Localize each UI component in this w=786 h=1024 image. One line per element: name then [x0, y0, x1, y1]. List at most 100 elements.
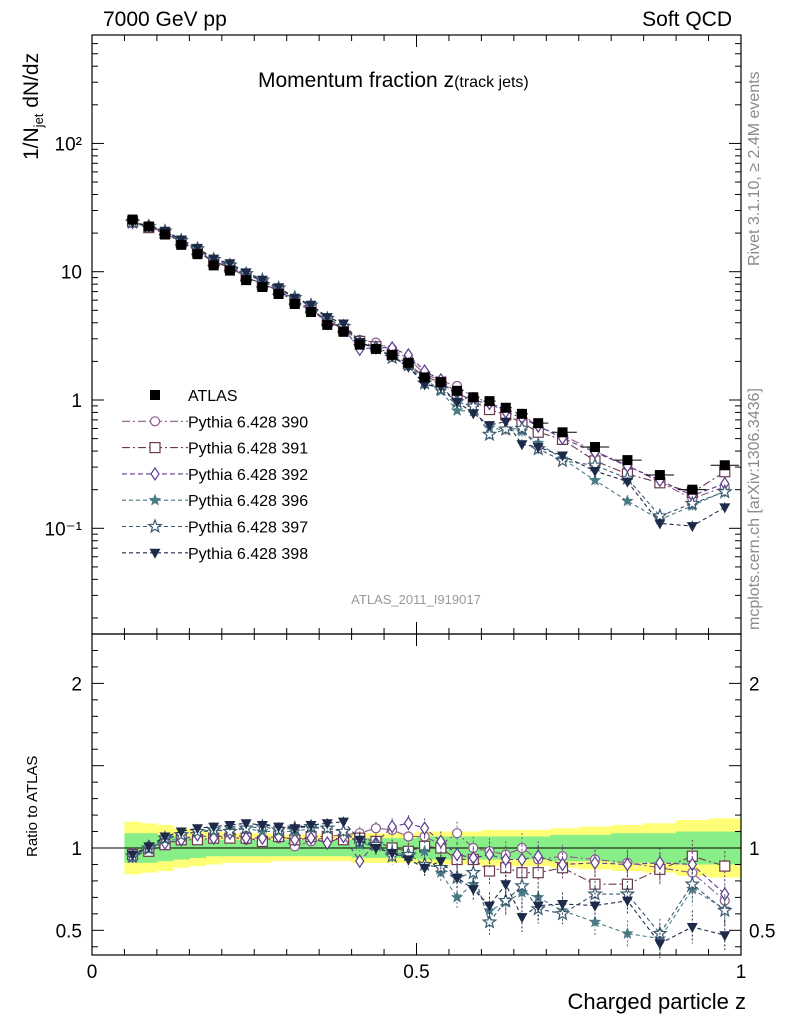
data-point [516, 408, 527, 419]
data-point [621, 494, 634, 507]
ratio-point [484, 847, 495, 862]
data-point [588, 473, 602, 486]
ratio-point [589, 901, 601, 912]
ratio-point [557, 899, 569, 910]
ratio-point [684, 875, 701, 891]
ratio-point [403, 831, 414, 842]
data-point [532, 443, 544, 454]
y-tick-label: 10² [55, 134, 82, 155]
main-frame [91, 34, 742, 635]
x-tick-label: 0.5 [403, 962, 429, 983]
data-point [686, 522, 698, 533]
data-point [160, 229, 171, 240]
ratio-point [533, 849, 543, 864]
data-point [533, 418, 544, 429]
ratio-point [273, 822, 285, 833]
ratio-point [468, 850, 479, 865]
ratio-point [436, 834, 446, 849]
data-point [450, 403, 464, 417]
ratio-point [588, 915, 602, 928]
data-point [289, 299, 300, 310]
data-point [289, 293, 301, 304]
data-point [419, 380, 431, 391]
legend-marker [149, 548, 161, 559]
data-point [621, 477, 633, 488]
chart-title: Momentum fraction z(track jets) [258, 69, 529, 92]
y-ticks: 10⁻¹ 1 10 10² [45, 34, 741, 619]
ratio-point [450, 890, 464, 903]
data-point [321, 313, 333, 324]
ratio-tick-label-left: 0.5 [56, 921, 82, 942]
legend-label: Pythia 6.428 391 [188, 441, 308, 458]
mcplots-label: mcplots.cern.ch [arXiv:1306.3436] [746, 388, 763, 630]
ratio-point [175, 827, 187, 838]
ratio-point [208, 822, 220, 833]
ratio-point [289, 824, 301, 835]
data-point [719, 460, 730, 471]
legend-label: Pythia 6.428 397 [188, 520, 308, 537]
ratio-point [514, 877, 530, 893]
legend-marker [150, 466, 160, 481]
ratio-frame [91, 633, 742, 956]
data-point [240, 268, 252, 279]
x-axis-label: Charged particle z [567, 989, 746, 1014]
data-point [306, 307, 317, 318]
ratio-point [532, 901, 544, 912]
ratio-point [719, 931, 731, 942]
data-point [451, 397, 463, 408]
data-point [484, 396, 495, 407]
legend-label: Pythia 6.428 392 [188, 467, 308, 484]
data-point [419, 372, 430, 383]
data-point [338, 326, 349, 337]
ratio-point [337, 817, 349, 828]
ratio-point [143, 842, 155, 853]
ratio-point [686, 923, 698, 934]
data-point [387, 349, 398, 360]
analysis-label: ATLAS_2011_I919017 [351, 592, 481, 607]
ratio-point [497, 892, 514, 908]
ratio-point [621, 896, 633, 907]
data-point [192, 249, 203, 260]
data-point [465, 398, 482, 413]
x-ticks: 0 0.5 1 [87, 35, 746, 983]
ratio-point [290, 832, 300, 847]
ratio-point [716, 902, 733, 918]
data-point [241, 275, 252, 286]
ratio-point [256, 824, 269, 837]
ratio-tick-label-right: 0.5 [749, 921, 775, 942]
ratio-ticks: 0.5 0.5 1 1 2 2 [56, 649, 775, 948]
data-point [273, 289, 284, 300]
data-point [589, 442, 600, 453]
legend-marker [149, 416, 161, 427]
ratio-point [127, 850, 139, 861]
ratio-point [435, 857, 447, 868]
data-point [354, 339, 365, 350]
data-point [257, 282, 268, 293]
header-right: Soft QCD [642, 8, 732, 31]
ratio-point [500, 880, 512, 891]
data-point [500, 402, 511, 413]
ratio-point [419, 821, 430, 836]
ratio-point [557, 857, 568, 872]
ratio-point [501, 852, 511, 867]
y-tick-label: 10 [61, 263, 82, 284]
ratio-point [159, 832, 171, 843]
ratio-point [240, 819, 252, 830]
rivet-label: Rivet 3.1.10, ≥ 2.4M events [746, 71, 763, 266]
ratio-tick-label-left: 2 [71, 674, 82, 695]
ratio-point [306, 831, 316, 846]
ratio-point [516, 913, 528, 924]
data-point [208, 260, 219, 271]
data-point [687, 484, 698, 495]
legend-marker [149, 442, 161, 454]
ratio-point [191, 824, 203, 835]
ratio-point [256, 820, 268, 831]
y-tick-label: 10⁻¹ [45, 519, 83, 540]
ratio-point [402, 855, 414, 866]
data-point [273, 283, 285, 294]
data-point [305, 300, 317, 311]
series-atlas [126, 214, 739, 495]
ratio-point [719, 860, 731, 872]
data-point [484, 421, 496, 432]
